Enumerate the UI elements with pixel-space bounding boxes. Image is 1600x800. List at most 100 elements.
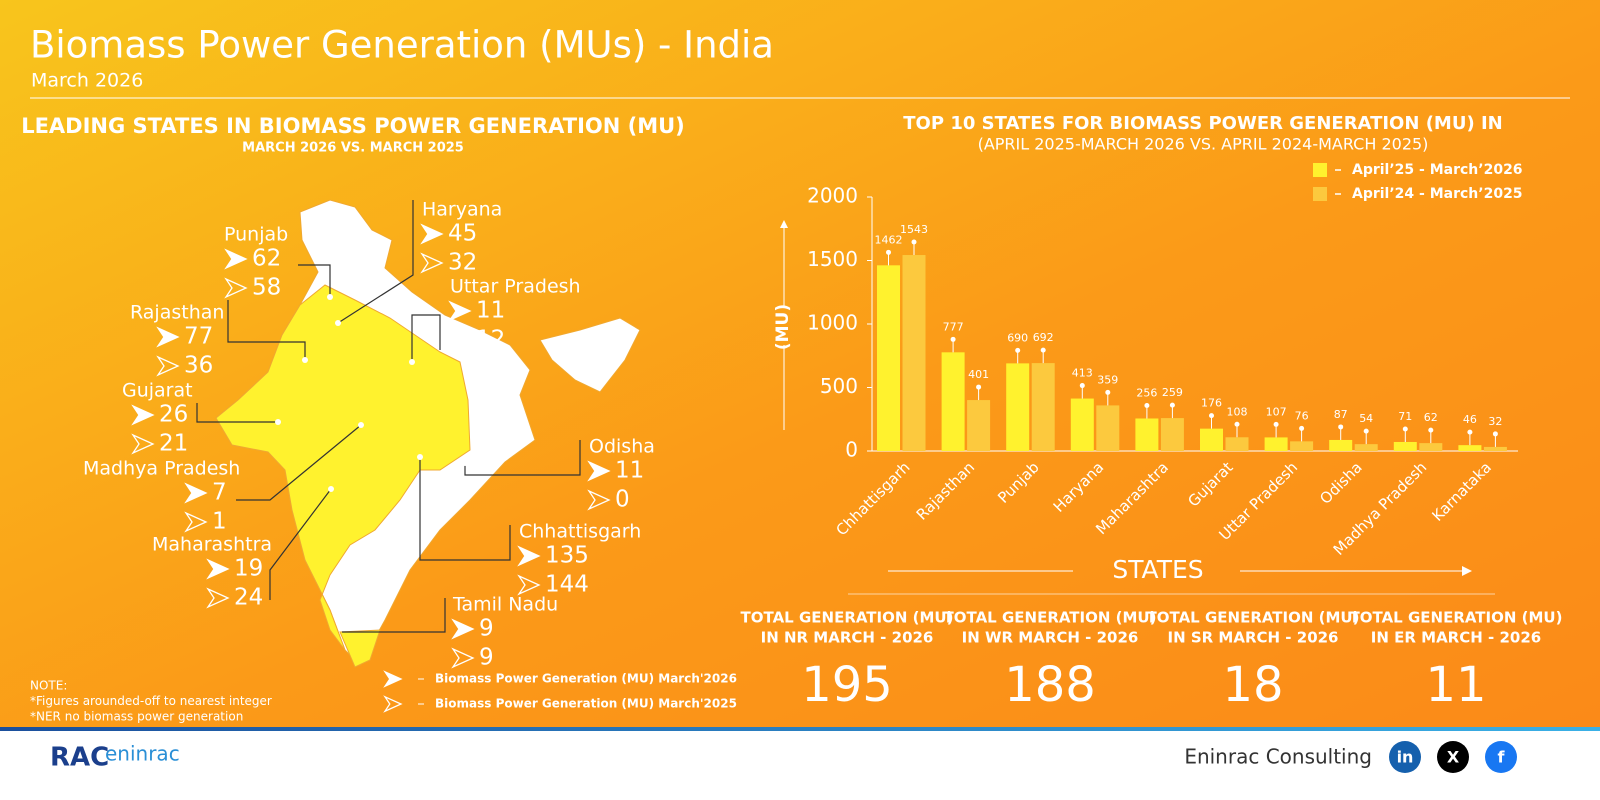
social-glyph: in [1397, 748, 1414, 767]
divider [0, 727, 1600, 731]
value-label: 692 [1033, 331, 1054, 344]
state-current: 7 [212, 480, 227, 506]
bar [902, 255, 926, 451]
y-tick-label: 1000 [807, 311, 858, 335]
background [0, 0, 1600, 730]
state-previous: 144 [545, 572, 589, 598]
arrow-current [420, 223, 444, 245]
arrow-current [224, 248, 248, 270]
state-current: 9 [479, 616, 494, 642]
map-dots [275, 294, 468, 492]
state-current: 62 [252, 246, 281, 272]
pin-head [911, 239, 917, 245]
pin-head [1209, 413, 1214, 419]
state-current: 19 [234, 556, 263, 582]
chart-title: TOP 10 STATES FOR BIOMASS POWER GENERATI… [903, 113, 1502, 134]
bar [1160, 418, 1184, 451]
total-label: TOTAL GENERATION (MU) [944, 609, 1157, 627]
state-name: Gujarat [122, 380, 193, 402]
y-tick-label: 2000 [807, 184, 858, 208]
value-label: 1543 [900, 223, 928, 236]
value-label: 359 [1097, 373, 1118, 386]
arrow-current [156, 326, 180, 348]
map-legend-label: Biomass Power Generation (MU) March'2026 [435, 672, 737, 686]
x-arrowhead [1462, 566, 1472, 576]
arrow-previous [517, 574, 541, 596]
social-glyph: f [1498, 748, 1506, 767]
total-value: 18 [1222, 657, 1283, 713]
state-previous: 36 [184, 353, 213, 379]
pin-head [886, 249, 891, 255]
value-label: 87 [1334, 408, 1348, 421]
state-current: 77 [184, 324, 213, 350]
value-label: 46 [1463, 413, 1477, 426]
total-region: IN SR MARCH - 2026 [1168, 629, 1339, 647]
total-value: 188 [1004, 657, 1096, 713]
footer [0, 731, 1600, 800]
bar [1096, 405, 1120, 451]
arrow-current [206, 558, 230, 580]
legend-swatch [1313, 163, 1327, 177]
arrow-previous [206, 587, 230, 609]
pin-head [1015, 347, 1021, 353]
note: *Figures arounded-off to nearest integer [30, 694, 272, 708]
social-glyph: X [1447, 748, 1460, 767]
state-current: 45 [448, 221, 477, 247]
arrow-previous [156, 355, 180, 377]
legend-swatch [1313, 187, 1327, 201]
pin-head [1402, 426, 1408, 432]
state-current: 135 [545, 543, 589, 569]
state-previous: 0 [615, 487, 630, 513]
arrow-previous [184, 511, 208, 533]
value-label: 777 [943, 320, 964, 333]
value-label: 71 [1398, 410, 1412, 423]
pin-head [1467, 429, 1473, 435]
social-icon[interactable] [1389, 741, 1421, 773]
bar [1354, 444, 1378, 451]
bar [1483, 446, 1507, 451]
pin-head [1144, 402, 1150, 408]
arrow-current [451, 618, 475, 640]
y-tick-label: 1500 [807, 247, 858, 271]
arrow-previous [224, 277, 248, 299]
pin-head [1169, 402, 1175, 408]
value-label: 108 [1227, 405, 1248, 418]
pin-head [1299, 425, 1305, 431]
value-label: 256 [1136, 386, 1157, 399]
arrow-previous [448, 329, 472, 351]
social-icon[interactable] [1485, 741, 1517, 773]
pin-head [1040, 347, 1046, 353]
title: Biomass Power Generation (MUs) - India [30, 24, 774, 67]
arrow-current [184, 482, 208, 504]
social-icon[interactable] [1437, 741, 1469, 773]
pin-head [1234, 421, 1240, 427]
india-map [215, 199, 641, 668]
arrow-previous [451, 647, 475, 669]
map-subtitle: MARCH 2026 VS. MARCH 2025 [242, 141, 464, 156]
value-label: 176 [1201, 397, 1222, 410]
map-legend-label: Biomass Power Generation (MU) March'2025 [435, 697, 737, 711]
bar [1135, 418, 1159, 451]
value-label: 259 [1162, 386, 1183, 399]
arrow-current [131, 404, 155, 426]
legend-label: April’25 - March’2026 [1352, 162, 1523, 178]
x-axis-label: STATES [1112, 555, 1203, 584]
state-current: 11 [476, 298, 505, 324]
state-name: Madhya Pradesh [83, 458, 240, 480]
state-name: Haryana [422, 199, 502, 221]
state-name: Maharashtra [152, 534, 272, 556]
arrow-current [383, 670, 403, 688]
state-previous: 12 [476, 327, 505, 353]
total-label: TOTAL GENERATION (MU) [1350, 609, 1563, 627]
value-label: 62 [1424, 411, 1438, 424]
bar [1225, 437, 1249, 451]
value-label: 1462 [875, 233, 903, 246]
state-previous: 32 [448, 250, 477, 276]
logo-mark: RAC [50, 743, 109, 773]
note: *NER no biomass power generation [30, 710, 243, 724]
total-region: IN ER MARCH - 2026 [1371, 629, 1541, 647]
arrow-current [517, 545, 541, 567]
pin-head [1105, 389, 1111, 395]
state-name: Odisha [589, 436, 655, 458]
